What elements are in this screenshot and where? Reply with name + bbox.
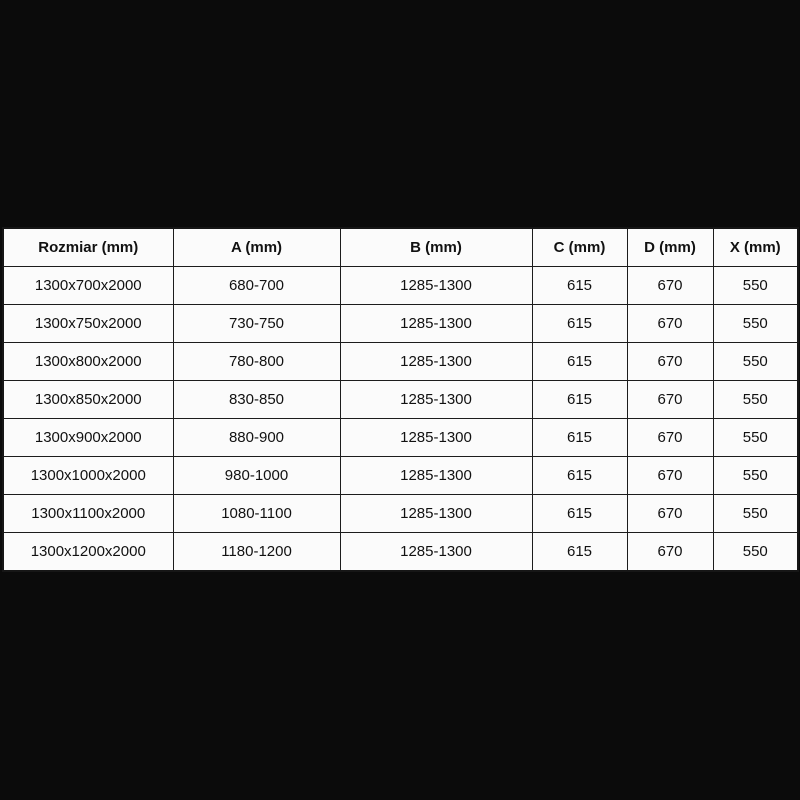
table-cell: 550 bbox=[712, 456, 799, 495]
table-cell: 615 bbox=[531, 342, 628, 381]
table-cell: 1300x800x2000 bbox=[2, 342, 174, 381]
table-body: 1300x700x2000 680-700 1285-1300 615 670 550 13… bbox=[2, 266, 799, 572]
table-cell: 550 bbox=[712, 494, 799, 533]
table-row: 1300x1200x2000 1180-1200 1285-1300 615 670 55… bbox=[2, 532, 799, 572]
table-cell: 550 bbox=[712, 532, 799, 572]
table-cell: 670 bbox=[626, 304, 714, 343]
table-cell: 1300x750x2000 bbox=[2, 304, 174, 343]
table-cell: 1285-1300 bbox=[339, 494, 533, 533]
table-cell: 615 bbox=[531, 380, 628, 419]
table-cell: 1300x1000x2000 bbox=[2, 456, 174, 495]
column-header: A (mm) bbox=[172, 227, 341, 267]
table-row: 1300x800x2000 780-800 1285-1300 615 670 550 bbox=[2, 342, 799, 381]
column-header: B (mm) bbox=[339, 227, 533, 267]
table-cell: 670 bbox=[626, 266, 714, 305]
table-cell: 980-1000 bbox=[172, 456, 341, 495]
size-table-container: Rozmiar (mm) A (mm) B (mm) C (mm) D (mm) X (m… bbox=[2, 227, 799, 572]
table-cell: 1300x850x2000 bbox=[2, 380, 174, 419]
table-cell: 1285-1300 bbox=[339, 418, 533, 457]
column-header: Rozmiar (mm) bbox=[2, 227, 174, 267]
size-table: Rozmiar (mm) A (mm) B (mm) C (mm) D (mm) X (m… bbox=[2, 227, 799, 572]
table-header-row: Rozmiar (mm) A (mm) B (mm) C (mm) D (mm) X (m… bbox=[2, 227, 799, 267]
table-cell: 1300x700x2000 bbox=[2, 266, 174, 305]
table-cell: 670 bbox=[626, 494, 714, 533]
column-header: D (mm) bbox=[626, 227, 714, 267]
table-cell: 615 bbox=[531, 266, 628, 305]
table-cell: 1285-1300 bbox=[339, 380, 533, 419]
table-row: 1300x1000x2000 980-1000 1285-1300 615 670 550 bbox=[2, 456, 799, 495]
table-cell: 1180-1200 bbox=[172, 532, 341, 572]
table-cell: 670 bbox=[626, 418, 714, 457]
table-cell: 615 bbox=[531, 494, 628, 533]
table-cell: 615 bbox=[531, 456, 628, 495]
table-cell: 1080-1100 bbox=[172, 494, 341, 533]
table-cell: 780-800 bbox=[172, 342, 341, 381]
table-cell: 550 bbox=[712, 418, 799, 457]
table-row: 1300x900x2000 880-900 1285-1300 615 670 550 bbox=[2, 418, 799, 457]
table-row: 1300x750x2000 730-750 1285-1300 615 670 550 bbox=[2, 304, 799, 343]
column-header: X (mm) bbox=[712, 227, 799, 267]
table-cell: 1285-1300 bbox=[339, 304, 533, 343]
table-cell: 680-700 bbox=[172, 266, 341, 305]
table-cell: 1285-1300 bbox=[339, 532, 533, 572]
table-cell: 1285-1300 bbox=[339, 456, 533, 495]
table-cell: 1300x1100x2000 bbox=[2, 494, 174, 533]
table-cell: 730-750 bbox=[172, 304, 341, 343]
table-row: 1300x700x2000 680-700 1285-1300 615 670 550 bbox=[2, 266, 799, 305]
table-cell: 880-900 bbox=[172, 418, 341, 457]
table-cell: 670 bbox=[626, 342, 714, 381]
table-cell: 670 bbox=[626, 380, 714, 419]
column-header: C (mm) bbox=[531, 227, 628, 267]
table-cell: 1300x900x2000 bbox=[2, 418, 174, 457]
table-cell: 1300x1200x2000 bbox=[2, 532, 174, 572]
table-cell: 550 bbox=[712, 342, 799, 381]
table-cell: 615 bbox=[531, 418, 628, 457]
table-cell: 670 bbox=[626, 532, 714, 572]
table-cell: 550 bbox=[712, 380, 799, 419]
table-cell: 615 bbox=[531, 532, 628, 572]
table-cell: 550 bbox=[712, 266, 799, 305]
table-row: 1300x850x2000 830-850 1285-1300 615 670 550 bbox=[2, 380, 799, 419]
table-cell: 670 bbox=[626, 456, 714, 495]
table-cell: 1285-1300 bbox=[339, 266, 533, 305]
table-cell: 830-850 bbox=[172, 380, 341, 419]
table-row: 1300x1100x2000 1080-1100 1285-1300 615 670 55… bbox=[2, 494, 799, 533]
table-cell: 550 bbox=[712, 304, 799, 343]
table-cell: 1285-1300 bbox=[339, 342, 533, 381]
table-cell: 615 bbox=[531, 304, 628, 343]
